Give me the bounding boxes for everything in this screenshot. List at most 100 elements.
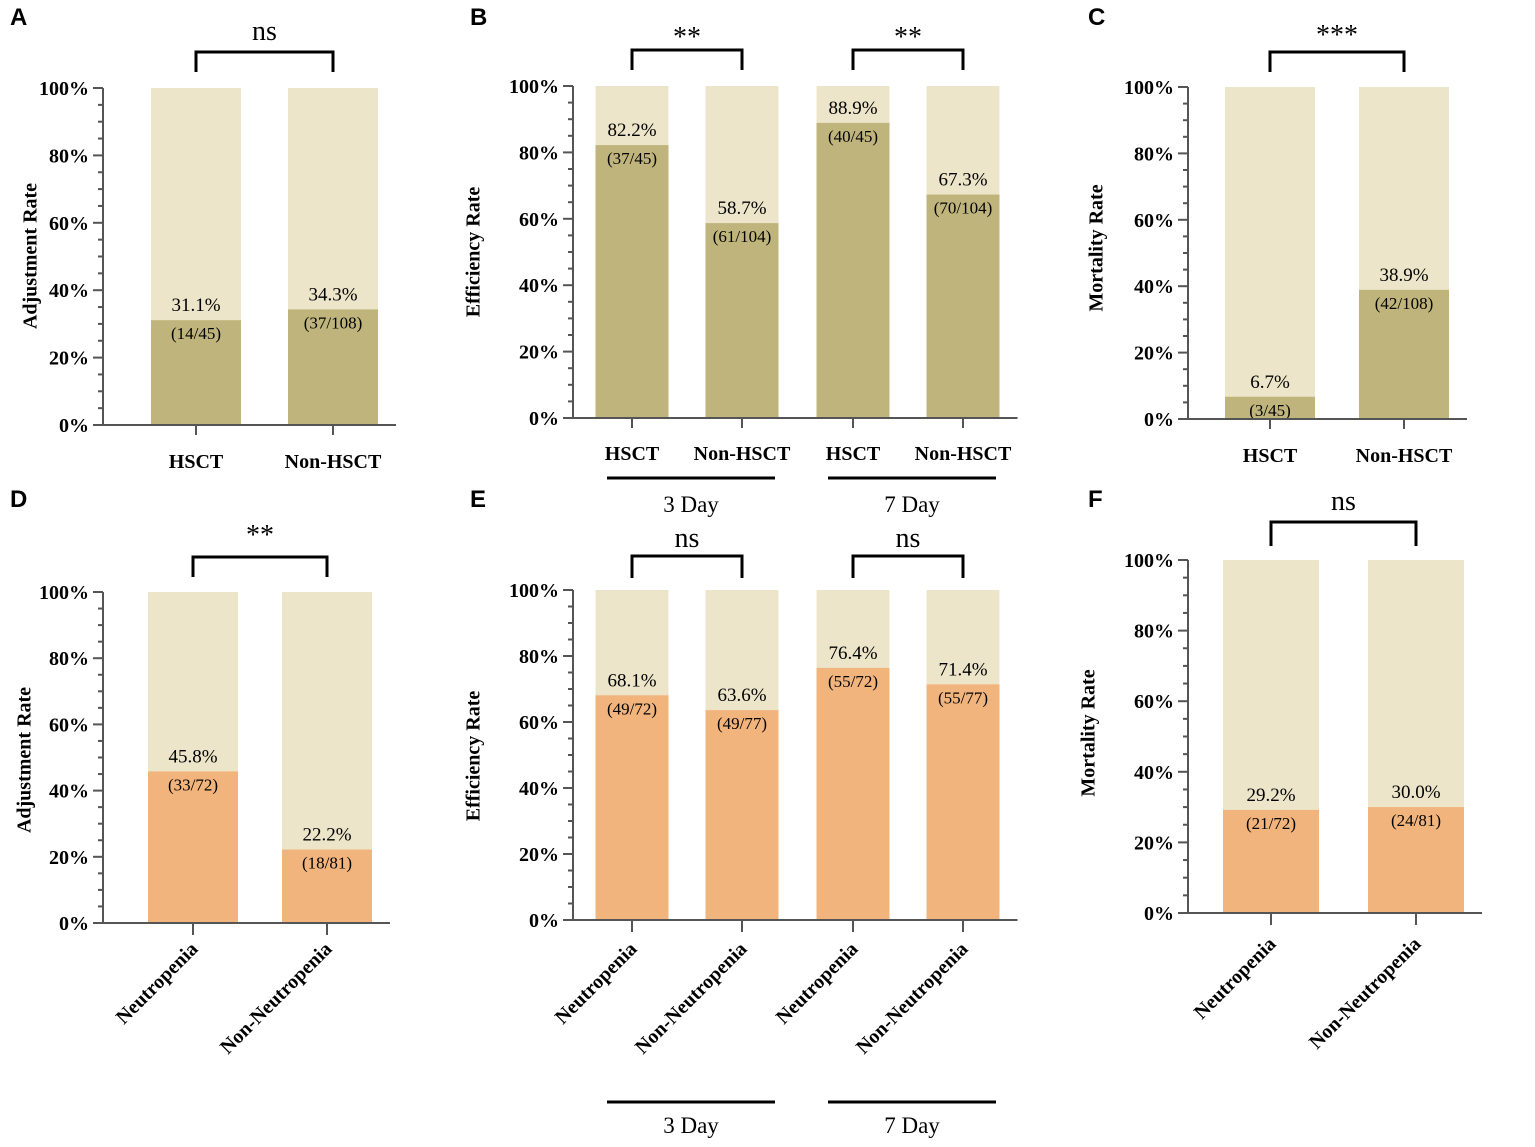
y-tick-label: 80% bbox=[519, 142, 559, 164]
y-tick-label: 60% bbox=[49, 714, 89, 736]
bar-value-label: 67.3% bbox=[938, 170, 987, 191]
significance-bracket bbox=[1269, 520, 1418, 546]
y-tick-label: 80% bbox=[49, 648, 89, 670]
x-tick-label: Neutropenia bbox=[772, 938, 863, 1029]
y-tick-label: 20% bbox=[519, 342, 559, 364]
significance-bracket bbox=[851, 48, 965, 70]
bar-fraction-label: (33/72) bbox=[168, 775, 218, 794]
significance-label: ns bbox=[675, 523, 700, 554]
y-tick-label: 20% bbox=[49, 348, 89, 370]
y-tick-label: 80% bbox=[519, 646, 559, 668]
bar-value bbox=[816, 667, 890, 920]
y-tick-label: 100% bbox=[509, 580, 559, 602]
bar-value-label: 71.4% bbox=[938, 659, 987, 680]
bar-value bbox=[282, 849, 372, 923]
panel-letter: B bbox=[470, 4, 487, 31]
panel-letter: F bbox=[1088, 486, 1103, 513]
bar-fraction-label: (18/81) bbox=[302, 854, 352, 873]
x-tick-label: Neutropenia bbox=[1190, 933, 1281, 1024]
significance-bracket bbox=[194, 50, 335, 72]
bar-value-label: 31.1% bbox=[171, 295, 220, 316]
y-tick-label: 80% bbox=[49, 145, 89, 167]
y-tick-label: 20% bbox=[519, 844, 559, 866]
y-tick-label: 60% bbox=[1134, 691, 1174, 713]
bar-fraction-label: (21/72) bbox=[1246, 814, 1296, 833]
bar-value-label: 76.4% bbox=[828, 643, 877, 664]
bar-fraction-label: (42/108) bbox=[1375, 294, 1434, 313]
bar-fraction-label: (24/81) bbox=[1391, 811, 1441, 830]
y-tick-label: 60% bbox=[519, 712, 559, 734]
bar-fraction-label: (49/77) bbox=[717, 714, 767, 733]
y-axis-label: Adjustment Rate bbox=[14, 687, 36, 833]
y-tick-label: 40% bbox=[519, 778, 559, 800]
panel-letter: A bbox=[10, 4, 27, 31]
y-tick-label: 20% bbox=[1134, 343, 1174, 365]
x-tick-label: Neutropenia bbox=[112, 938, 203, 1029]
bar-fraction-label: (37/108) bbox=[304, 313, 363, 332]
significance-label: ** bbox=[673, 22, 701, 53]
bar-value bbox=[1368, 807, 1464, 913]
y-tick-label: 100% bbox=[39, 78, 89, 100]
significance-label: ** bbox=[894, 22, 922, 53]
bar-value-label: 45.8% bbox=[168, 746, 217, 767]
significance-bracket bbox=[851, 554, 965, 578]
panel-C: C Mortality Rate 6.7% (3/45) 38.9% (42/108) 0%… bbox=[1086, 4, 1467, 467]
bar-value bbox=[1359, 289, 1449, 419]
y-tick-label: 100% bbox=[39, 582, 89, 604]
significance-label: ns bbox=[1331, 486, 1356, 517]
bar-value-label: 6.7% bbox=[1250, 372, 1290, 393]
bar-background bbox=[1225, 87, 1315, 419]
panel-D: D Adjustment Rate 45.8% (33/72) 22.2% (18/81)… bbox=[10, 486, 390, 1059]
bar-value-label: 63.6% bbox=[717, 685, 766, 706]
y-tick-label: 100% bbox=[1124, 77, 1174, 99]
y-tick-label: 40% bbox=[49, 280, 89, 302]
bar-value bbox=[705, 223, 779, 418]
y-tick-label: 20% bbox=[1134, 832, 1174, 854]
panel-A: A Adjustment Rate 31.1% (14/45) 34.3% (37/108… bbox=[10, 4, 396, 473]
x-tick-label: Non-Neutropenia bbox=[1305, 933, 1426, 1054]
y-tick-label: 60% bbox=[519, 209, 559, 231]
bar-value-label: 30.0% bbox=[1391, 782, 1440, 803]
y-tick-label: 0% bbox=[59, 415, 89, 437]
bar-value-label: 82.2% bbox=[607, 120, 656, 141]
bar-fraction-label: (55/77) bbox=[938, 688, 988, 707]
y-tick-label: 0% bbox=[1144, 903, 1174, 925]
y-tick-label: 40% bbox=[1134, 762, 1174, 784]
bar-fraction-label: (55/72) bbox=[828, 672, 878, 691]
bar-fraction-label: (70/104) bbox=[934, 199, 993, 218]
bar-fraction-label: (3/45) bbox=[1249, 401, 1291, 420]
x-tick-label: HSCT bbox=[169, 451, 224, 473]
x-tick-label: Non-HSCT bbox=[694, 443, 791, 465]
bar-value bbox=[816, 122, 890, 419]
x-tick-label: Non-Neutropenia bbox=[852, 938, 973, 1059]
bar-value-label: 58.7% bbox=[717, 198, 766, 219]
bar-value bbox=[595, 695, 669, 920]
bar-value bbox=[1225, 396, 1315, 419]
y-tick-label: 100% bbox=[509, 76, 559, 98]
panel-letter: E bbox=[470, 486, 486, 513]
y-tick-label: 60% bbox=[1134, 210, 1174, 232]
y-axis-label: Adjustment Rate bbox=[20, 183, 42, 329]
bar-fraction-label: (40/45) bbox=[828, 127, 878, 146]
bar-fraction-label: (49/72) bbox=[607, 699, 657, 718]
bar-value bbox=[151, 320, 241, 425]
bar-value-label: 68.1% bbox=[607, 670, 656, 691]
x-tick-label: Non-HSCT bbox=[1356, 445, 1453, 467]
bar-value-label: 34.3% bbox=[308, 284, 357, 305]
bar-value bbox=[288, 309, 378, 425]
significance-label: *** bbox=[1316, 20, 1358, 51]
x-tick-label: Non-HSCT bbox=[285, 451, 382, 473]
bar-value bbox=[926, 684, 1000, 920]
y-tick-label: 40% bbox=[49, 781, 89, 803]
bar-value-label: 29.2% bbox=[1246, 785, 1295, 806]
bar-fraction-label: (37/45) bbox=[607, 149, 657, 168]
significance-label: ** bbox=[246, 520, 274, 551]
bar-value-label: 22.2% bbox=[302, 825, 351, 846]
panel-F: F Mortality Rate 29.2% (21/72) 30.0% (24/81) 0… bbox=[1078, 486, 1482, 1054]
panel-E: E Efficiency Rate 68.1% (49/72) 63.6% (49/77)… bbox=[463, 486, 1018, 1138]
significance-label: ns bbox=[252, 16, 277, 47]
bar-value bbox=[148, 771, 238, 923]
x-tick-label: HSCT bbox=[1243, 445, 1298, 467]
y-tick-label: 20% bbox=[49, 847, 89, 869]
bar-value bbox=[926, 194, 1000, 418]
